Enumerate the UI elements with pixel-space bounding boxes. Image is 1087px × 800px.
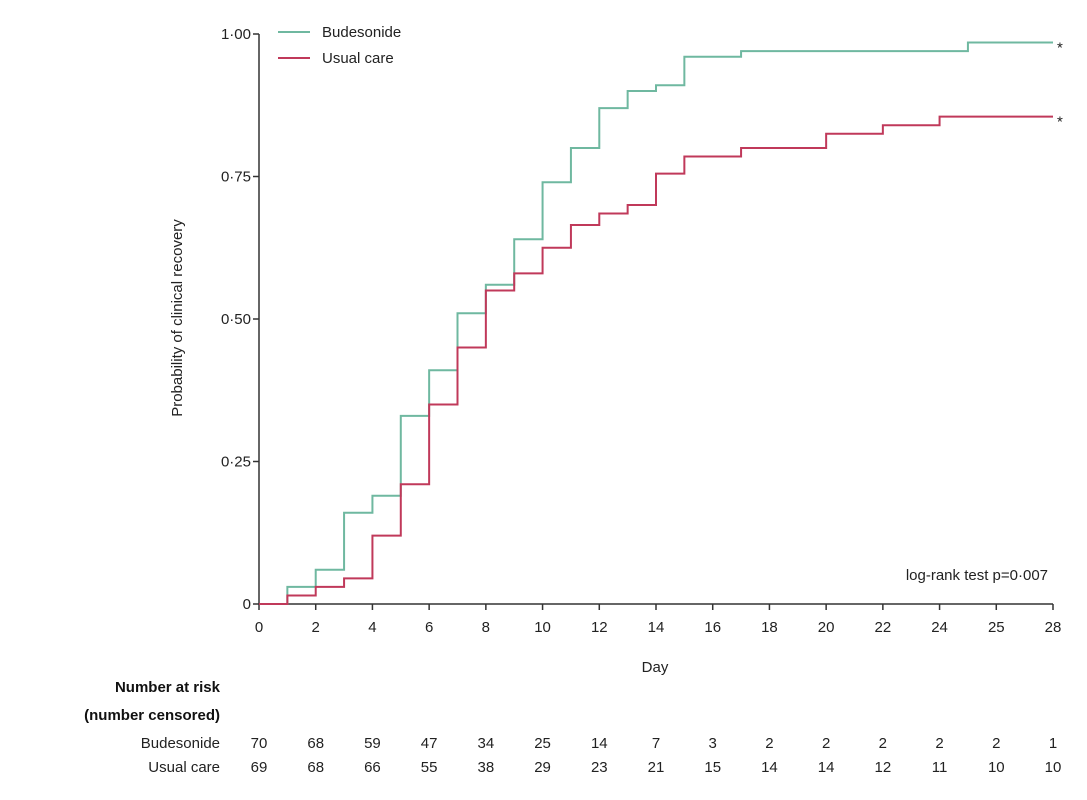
logrank-annotation: log-rank test p=0·007: [906, 567, 1048, 584]
y-tick-label: 0·75: [221, 169, 251, 186]
risk-cell: 69: [251, 759, 268, 776]
risk-cell: 68: [307, 735, 324, 752]
legend-label: Budesonide: [322, 24, 401, 41]
x-tick-label: 28: [1045, 619, 1062, 636]
x-tick-label: 2: [312, 619, 320, 636]
risk-cell: 2: [765, 735, 773, 752]
risk-cell: 34: [478, 735, 495, 752]
risk-cell: 10: [1045, 759, 1062, 776]
risk-cell: 70: [251, 735, 268, 752]
x-tick-label: 12: [591, 619, 608, 636]
risk-cell: 15: [704, 759, 721, 776]
series-line-budesonide: [259, 41, 1053, 605]
risk-cell: 47: [421, 735, 438, 752]
risk-cell: 21: [648, 759, 665, 776]
risk-table-header-line1: Number at risk: [115, 679, 221, 696]
risk-cell: 10: [988, 759, 1005, 776]
y-axis-title: Probability of clinical recovery: [169, 219, 186, 417]
risk-cell: 55: [421, 759, 438, 776]
x-axis-title: Day: [642, 659, 669, 676]
legend: Budesonide Usual care: [278, 24, 401, 67]
y-tick-label: 0·50: [221, 311, 251, 328]
x-tick-label: 24: [931, 619, 948, 636]
x-tick-label: 4: [368, 619, 376, 636]
risk-cell: 11: [932, 759, 948, 776]
risk-cell: 2: [992, 735, 1000, 752]
risk-cell: 59: [364, 735, 381, 752]
risk-cell: 1: [1049, 735, 1057, 752]
risk-cell: 14: [818, 759, 835, 776]
series-end-marker: *: [1057, 114, 1063, 131]
risk-cell: 29: [534, 759, 551, 776]
x-tick-label: 10: [534, 619, 551, 636]
x-tick-label: 6: [425, 619, 433, 636]
legend-label: Usual care: [322, 50, 394, 67]
y-tick-label: 0·25: [221, 454, 251, 471]
y-axis: 0 0·25 0·50 0·75 1·00: [221, 26, 260, 613]
risk-cell: 23: [591, 759, 608, 776]
risk-cell: 14: [591, 735, 608, 752]
risk-cell: 25: [534, 735, 551, 752]
risk-cell: 3: [709, 735, 717, 752]
x-tick-label: 0: [255, 619, 263, 636]
x-axis: 0 2 4 6 8 10 12 14 16 18 20 22 24 25 28: [255, 603, 1062, 636]
x-tick-label: 8: [482, 619, 490, 636]
y-tick-label: 1·00: [221, 26, 251, 43]
risk-cell: 2: [935, 735, 943, 752]
risk-cell: 2: [879, 735, 887, 752]
y-tick-label: 0: [243, 596, 251, 613]
risk-table-header-line2: (number censored): [84, 707, 220, 724]
x-tick-label: 16: [704, 619, 721, 636]
x-tick-label: 18: [761, 619, 778, 636]
risk-cell: 14: [761, 759, 778, 776]
risk-row-label: Budesonide: [141, 735, 220, 752]
series-layer: **: [259, 40, 1063, 605]
x-tick-label: 14: [648, 619, 665, 636]
risk-cell: 12: [875, 759, 892, 776]
x-tick-label: 20: [818, 619, 835, 636]
risk-cell: 68: [307, 759, 324, 776]
risk-row-label: Usual care: [148, 759, 220, 776]
risk-cell: 66: [364, 759, 381, 776]
risk-cell: 2: [822, 735, 830, 752]
x-tick-label: 25: [988, 619, 1005, 636]
x-tick-label: 22: [875, 619, 892, 636]
risk-cell: 38: [478, 759, 495, 776]
series-end-marker: *: [1057, 40, 1063, 57]
series-line-usual-care: [259, 115, 1053, 605]
risk-cell: 7: [652, 735, 660, 752]
